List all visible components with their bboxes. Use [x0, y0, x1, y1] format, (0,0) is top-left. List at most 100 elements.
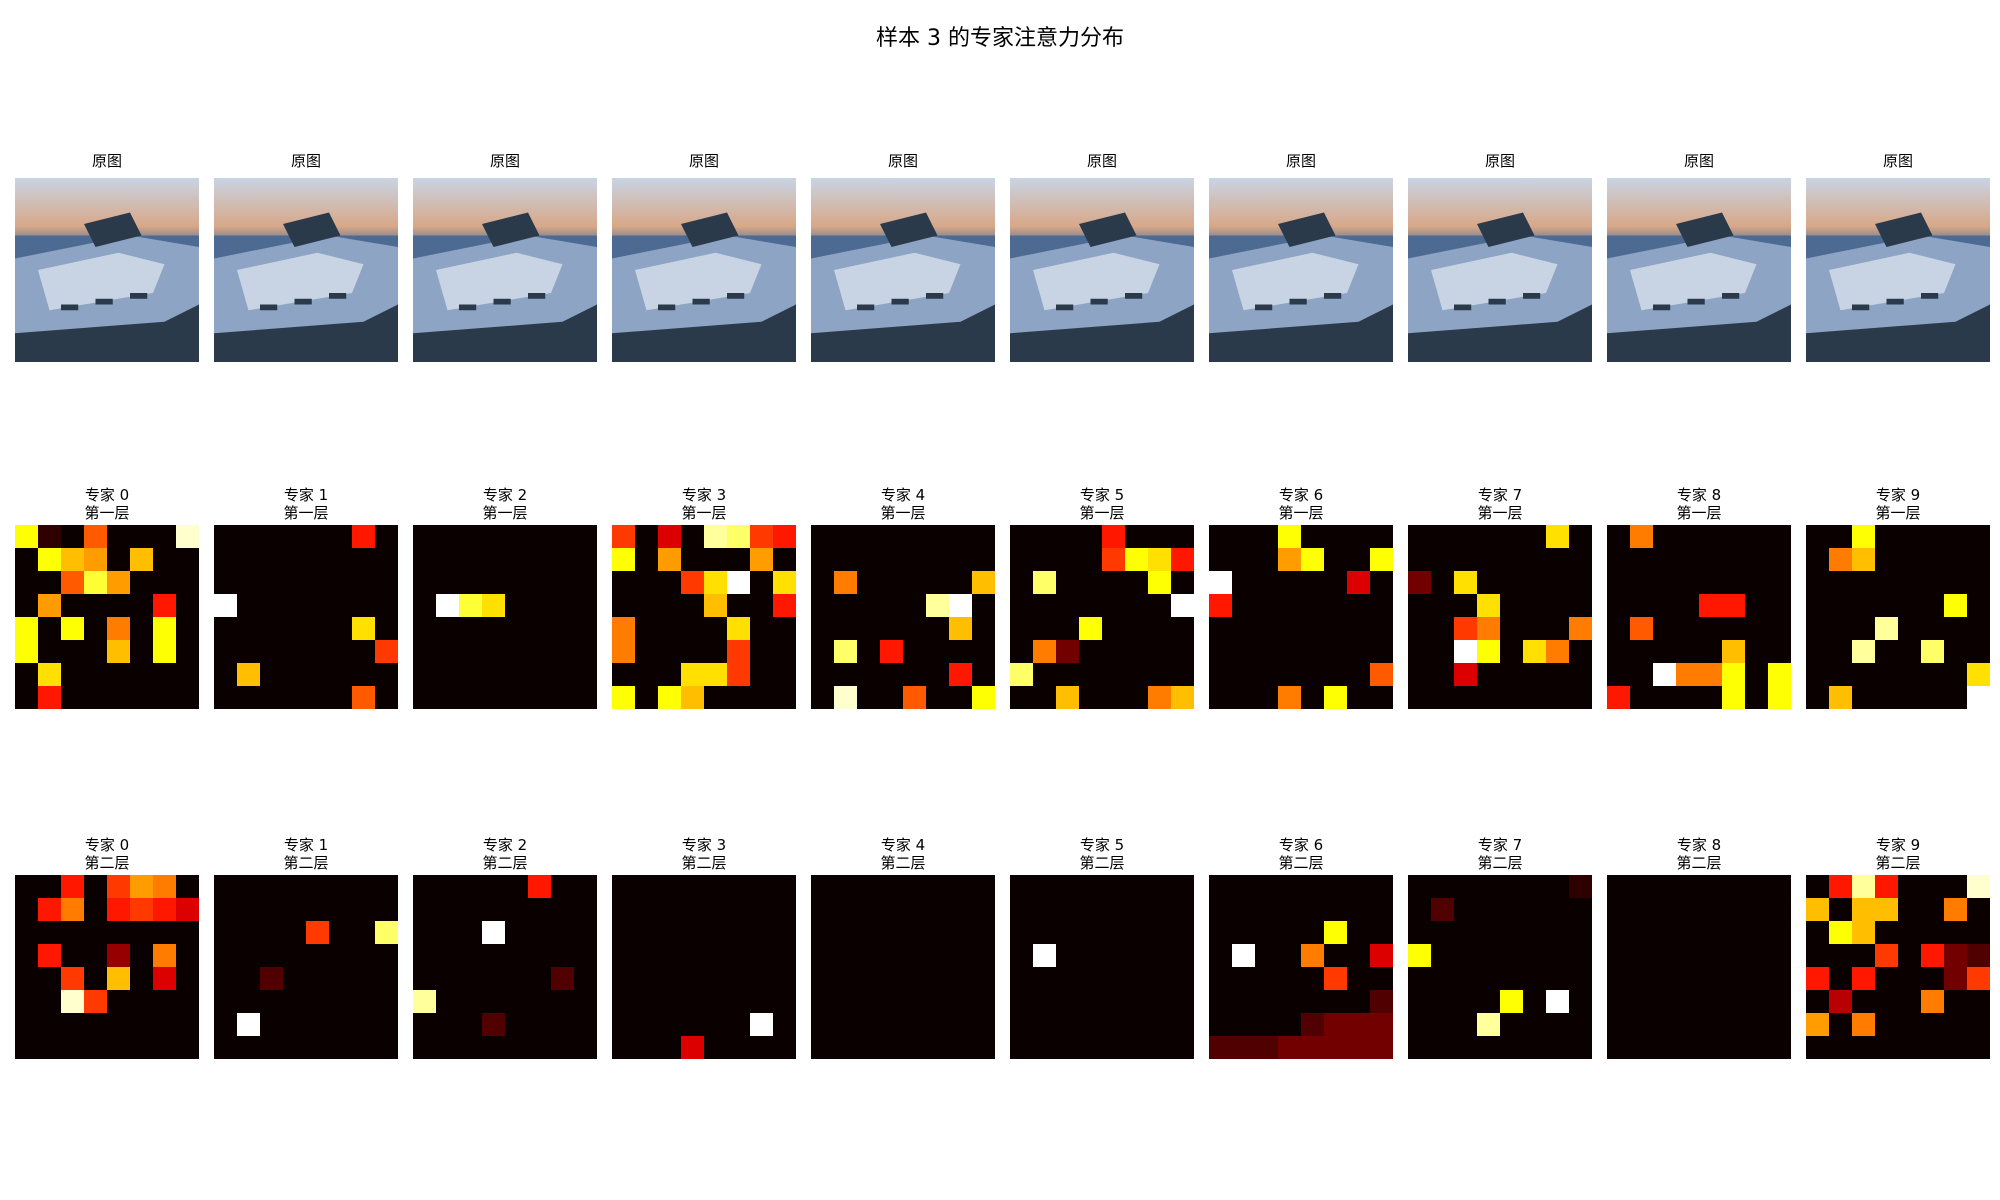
- heatmap-cell: [1370, 1013, 1393, 1037]
- heatmap-cell: [926, 990, 950, 1014]
- heatmap-cell: [107, 898, 131, 922]
- heatmap-cell: [1477, 571, 1501, 595]
- heatmap-cell: [528, 921, 552, 945]
- heatmap-cell: [1010, 967, 1034, 991]
- heatmap-cell: [551, 967, 575, 991]
- heatmap-cell: [1875, 944, 1899, 968]
- heatmap-cell: [1079, 548, 1103, 572]
- heatmap-cell: [574, 921, 597, 945]
- heatmap-cell: [260, 898, 284, 922]
- heatmap-cell: [15, 898, 39, 922]
- heatmap-cell: [375, 686, 398, 709]
- heatmap-cell: [1370, 525, 1393, 549]
- heatmap-cell: [1370, 990, 1393, 1014]
- heatmap-cell: [329, 640, 353, 664]
- heatmap-cell: [1148, 594, 1172, 618]
- heatmap-cell: [15, 663, 39, 687]
- heatmap-cell: [1209, 990, 1233, 1014]
- heatmap-cell: [38, 990, 62, 1014]
- heatmap-cell: [773, 617, 796, 641]
- heatmap-cell: [1630, 663, 1654, 687]
- heatmap-cell: [1921, 548, 1945, 572]
- heatmap-cell: [857, 944, 881, 968]
- heatmap-cell: [1232, 898, 1256, 922]
- heatmap-cell: [857, 663, 881, 687]
- heatmap-cell: [1630, 594, 1654, 618]
- heatmap-cell: [459, 898, 483, 922]
- heatmap-cell: [84, 571, 108, 595]
- heatmap-cell: [681, 640, 705, 664]
- heatmap-cell: [658, 617, 682, 641]
- heatmap-cell: [1102, 990, 1126, 1014]
- heatmap-cell: [352, 640, 376, 664]
- heatmap-cell: [1500, 921, 1524, 945]
- heatmap-cell: [260, 594, 284, 618]
- heatmap-cell: [153, 875, 177, 899]
- heatmap-cell: [1431, 1036, 1455, 1059]
- heatmap-cell: [1408, 990, 1432, 1014]
- heatmap-cell: [237, 617, 261, 641]
- heatmap-cell: [949, 1036, 973, 1059]
- heatmap-cell: [1699, 525, 1723, 549]
- heatmap-cell: [704, 875, 728, 899]
- heatmap-cell: [1056, 967, 1080, 991]
- heatmap-cell: [1324, 617, 1348, 641]
- heatmap-cell: [1102, 571, 1126, 595]
- heatmap-cell: [1477, 594, 1501, 618]
- heatmap-cell: [1676, 944, 1700, 968]
- heatmap-cell: [834, 875, 858, 899]
- heatmap-cell: [505, 875, 529, 899]
- heatmap-cell: [1033, 594, 1057, 618]
- heatmap-cell: [1768, 1013, 1791, 1037]
- heatmap-cell: [1255, 944, 1279, 968]
- heatmap-cell: [237, 686, 261, 709]
- heatmap-cell: [1967, 898, 1990, 922]
- heatmap-cell: [612, 525, 636, 549]
- heatmap-cell: [505, 898, 529, 922]
- heatmap-cell: [84, 617, 108, 641]
- heatmap-cell: [727, 663, 751, 687]
- heatmap-cell: [1630, 548, 1654, 572]
- heatmap-cell: [1033, 944, 1057, 968]
- heatmap-cell: [1829, 571, 1853, 595]
- heatmap-cell: [107, 571, 131, 595]
- heatmap-cell: [214, 617, 238, 641]
- heatmap-cell: [153, 571, 177, 595]
- heatmap-cell: [1523, 640, 1547, 664]
- heatmap-cell: [1852, 617, 1876, 641]
- heatmap-cell: [1301, 1036, 1325, 1059]
- heatmap: [1408, 525, 1592, 709]
- heatmap-cell: [681, 921, 705, 945]
- heatmap-cell: [413, 898, 437, 922]
- heatmap-cell: [612, 967, 636, 991]
- heatmap-cell: [612, 594, 636, 618]
- heatmap-cell: [1010, 875, 1034, 899]
- heatmap-cell: [1768, 571, 1791, 595]
- boat-cabin: [1278, 212, 1336, 247]
- panel-title: 专家 1: [283, 486, 329, 504]
- heatmap: [1010, 525, 1194, 709]
- heatmap-cell: [1010, 663, 1034, 687]
- heatmap-cell: [574, 640, 597, 664]
- heatmap-cell: [750, 640, 774, 664]
- heatmap-cell: [1347, 990, 1371, 1014]
- heatmap-cell: [1431, 686, 1455, 709]
- heatmap-cell: [329, 990, 353, 1014]
- heatmap-cell: [1829, 1036, 1853, 1059]
- heatmap-cell: [1829, 617, 1853, 641]
- heatmap-cell: [635, 525, 659, 549]
- heatmap-cell: [1875, 525, 1899, 549]
- heatmap-cell: [704, 944, 728, 968]
- heatmap-cell: [130, 640, 154, 664]
- heatmap-cell: [1209, 686, 1233, 709]
- heatmap-cell: [15, 548, 39, 572]
- panel-title: 原图: [91, 152, 122, 170]
- panel-subtitle: 第二层: [1278, 854, 1324, 872]
- heatmap-cell: [1255, 640, 1279, 664]
- heatmap-cell: [329, 944, 353, 968]
- heatmap-cell: [1523, 1013, 1547, 1037]
- heatmap-cell: [1079, 990, 1103, 1014]
- heatmap-cell: [1056, 548, 1080, 572]
- heatmap-cell: [260, 686, 284, 709]
